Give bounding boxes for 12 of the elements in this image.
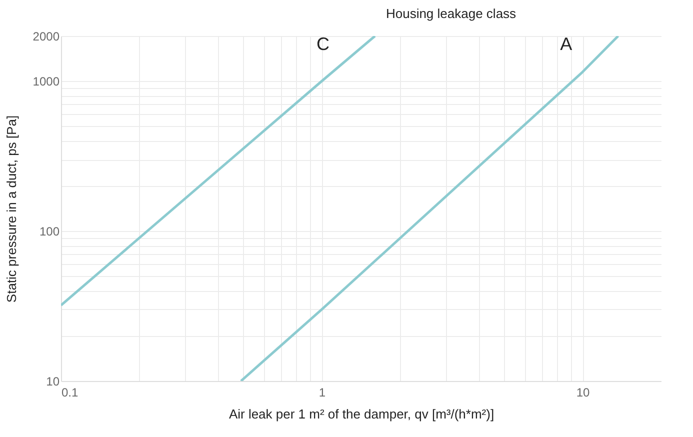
x-tick-label: 0.1	[62, 386, 79, 400]
y-tick-label: 1000	[32, 74, 60, 89]
y-axis-title: Static pressure in a duct, ps [Pa]	[4, 115, 19, 303]
series-label: A	[560, 34, 572, 54]
y-tick-label: 10	[46, 374, 60, 388]
x-tick-label: 1	[318, 386, 326, 400]
y-tick-label: 2000	[32, 30, 60, 44]
series-label: C	[316, 34, 330, 54]
legend-title: Housing leakage class	[386, 6, 517, 21]
y-tick-label: 100	[39, 224, 60, 239]
x-tick-label: 10	[576, 386, 590, 400]
x-axis-title: Air leak per 1 m² of the damper, qv [m³/(h*m²)]	[228, 406, 494, 422]
